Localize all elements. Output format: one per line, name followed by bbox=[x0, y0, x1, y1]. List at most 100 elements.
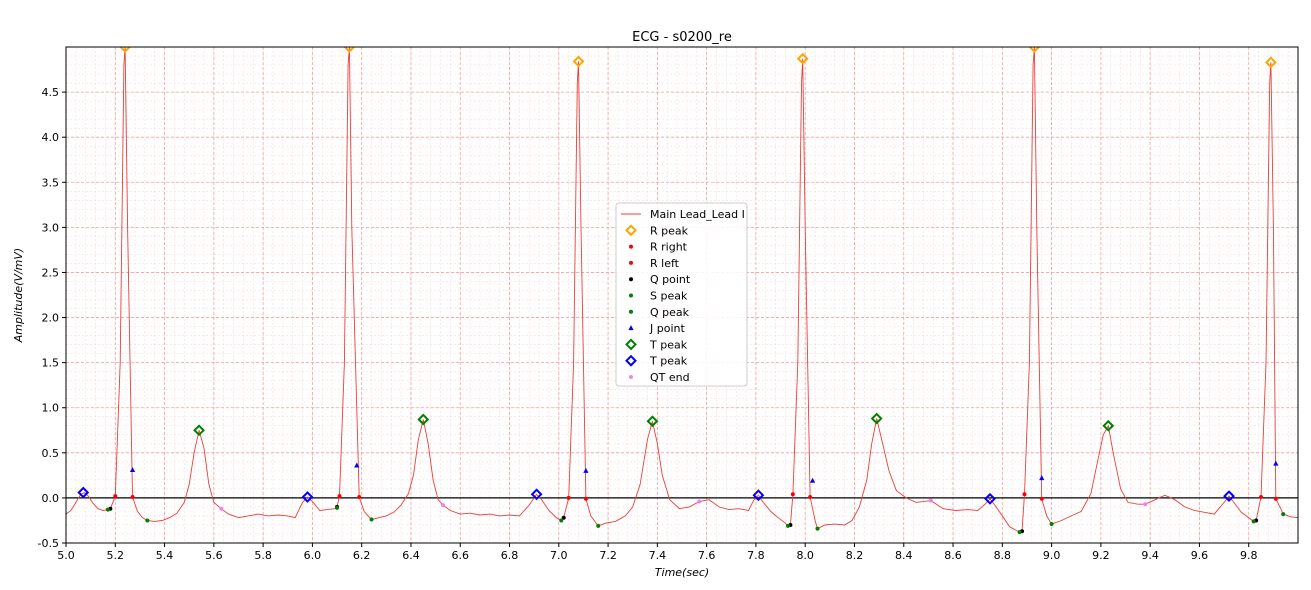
r-right-dot-marker bbox=[130, 495, 135, 500]
s-peak-dot-marker bbox=[1049, 522, 1054, 527]
legend-label: S peak bbox=[650, 290, 688, 303]
x-tick-label: 7.6 bbox=[698, 549, 716, 562]
y-tick-label: 1.0 bbox=[42, 402, 60, 415]
q-peak-dot-marker bbox=[335, 505, 340, 510]
x-tick-label: 6.4 bbox=[402, 549, 420, 562]
legend-diamond-swatch bbox=[625, 224, 637, 237]
s-peak-dot-marker bbox=[369, 517, 374, 522]
t-peak-diamond-marker bbox=[530, 488, 543, 501]
minor-grid bbox=[65, 46, 1299, 544]
x-tick-label: 7.4 bbox=[649, 549, 667, 562]
x-tick-label: 9.6 bbox=[1191, 549, 1209, 562]
q-peak-dot-marker bbox=[105, 507, 110, 512]
legend-label: J point bbox=[649, 322, 685, 335]
legend-label: R left bbox=[650, 257, 680, 270]
q-peak-dot-marker bbox=[1017, 530, 1022, 535]
legend-diamond-swatch bbox=[625, 354, 637, 367]
r-left-dot-marker bbox=[337, 494, 342, 499]
x-tick-label: 9.0 bbox=[1043, 549, 1061, 562]
x-tick-label: 9.2 bbox=[1092, 549, 1110, 562]
plot-frame bbox=[65, 46, 1299, 544]
q-peak-dot-marker bbox=[1251, 519, 1256, 524]
x-tick-label: 6.2 bbox=[353, 549, 371, 562]
r-left-dot-marker bbox=[1259, 495, 1264, 500]
x-tick-label: 8.0 bbox=[796, 549, 814, 562]
r-peak-diamond-marker bbox=[343, 47, 356, 53]
y-tick-label: 2.0 bbox=[42, 312, 60, 325]
legend-label: Main Lead_Lead I bbox=[650, 208, 745, 221]
chart-title: ECG - s0200_re bbox=[632, 30, 732, 45]
legend-label: T peak bbox=[649, 355, 688, 368]
j-point-triangle-marker bbox=[1039, 475, 1045, 481]
t-peak-diamond-marker bbox=[870, 412, 883, 425]
y-tick-label: 4.0 bbox=[42, 131, 60, 144]
legend-label: Q peak bbox=[650, 306, 690, 319]
r-left-dot-marker bbox=[1022, 492, 1027, 497]
y-tick-label: 1.5 bbox=[42, 357, 60, 370]
x-tick-label: 6.8 bbox=[501, 549, 519, 562]
t-peak-diamond-marker bbox=[1223, 490, 1235, 503]
t-peak-diamond-marker bbox=[193, 424, 205, 437]
r-right-dot-marker bbox=[357, 495, 362, 500]
legend-dot-swatch bbox=[629, 244, 633, 249]
y-tick-label: 3.0 bbox=[42, 221, 60, 234]
qt-end-star-marker bbox=[928, 498, 933, 503]
legend-label: QT end bbox=[650, 371, 690, 384]
legend-dot-swatch bbox=[629, 277, 633, 282]
r-peak-diamond-marker bbox=[119, 47, 132, 53]
r-right-dot-marker bbox=[1273, 496, 1278, 501]
x-tick-label: 5.4 bbox=[156, 549, 174, 562]
j-point-triangle-marker bbox=[354, 462, 360, 468]
legend-triangle-swatch bbox=[628, 325, 634, 331]
q-peak-dot-marker bbox=[785, 523, 790, 528]
j-point-triangle-marker bbox=[1273, 460, 1279, 466]
x-tick-label: 7.0 bbox=[550, 549, 568, 562]
j-point-triangle-marker bbox=[129, 466, 136, 472]
x-tick-label: 8.8 bbox=[994, 549, 1012, 562]
x-tick-label: 6.6 bbox=[451, 549, 469, 562]
qt-end-star-marker bbox=[697, 499, 702, 504]
t-peak-diamond-marker bbox=[984, 492, 996, 505]
legend-label: Q point bbox=[650, 273, 691, 286]
r-right-dot-marker bbox=[1039, 496, 1044, 501]
y-tick-label: -0.5 bbox=[38, 537, 59, 550]
legend-label: R right bbox=[650, 241, 688, 254]
q-point-dot-marker bbox=[561, 515, 566, 520]
r-peak-diamond-marker bbox=[796, 52, 809, 65]
r-right-dot-marker bbox=[583, 496, 588, 501]
y-tick-label: 4.5 bbox=[42, 86, 60, 99]
legend-dot-swatch bbox=[629, 309, 633, 314]
x-axis-label: Time(sec) bbox=[655, 566, 709, 579]
x-tick-label: 7.2 bbox=[599, 549, 617, 562]
x-tick-label: 8.4 bbox=[895, 549, 913, 562]
q-peak-dot-marker bbox=[559, 518, 564, 523]
qt-end-star-marker bbox=[440, 503, 445, 508]
t-peak-diamond-marker bbox=[301, 491, 314, 503]
y-axis-ticks: -0.5 0.0 0.5 1.0 1.5 2.0 2.5 3.0 3.5 4.0 4.5 bbox=[38, 86, 66, 550]
x-tick-label: 9.4 bbox=[1141, 549, 1159, 562]
s-peak-dot-marker bbox=[596, 523, 601, 528]
legend-dot-swatch bbox=[629, 293, 633, 298]
x-axis-ticks: 5.0 5.2 5.4 5.6 5.8 6.0 6.2 6.4 6.6 6.8 7.0 7.2 7.4 7… bbox=[57, 543, 1257, 562]
j-point-triangle-marker bbox=[583, 467, 589, 473]
x-tick-label: 8.6 bbox=[944, 549, 962, 562]
y-tick-label: 0.0 bbox=[42, 492, 60, 505]
y-tick-label: 0.5 bbox=[42, 447, 60, 460]
t-peak-diamond-marker bbox=[1102, 419, 1115, 432]
legend-label: T peak bbox=[649, 338, 688, 351]
r-left-dot-marker bbox=[790, 492, 795, 497]
j-point-triangle-marker bbox=[809, 477, 816, 483]
annotation-markers bbox=[77, 47, 1286, 535]
qt-end-star-marker bbox=[219, 506, 224, 511]
x-tick-label: 8.2 bbox=[846, 549, 864, 562]
x-tick-label: 5.8 bbox=[254, 549, 272, 562]
x-tick-label: 7.8 bbox=[747, 549, 765, 562]
y-tick-label: 3.5 bbox=[42, 176, 60, 189]
chart-legend: Main Lead_Lead I R peak R right R left Q poi… bbox=[615, 202, 748, 387]
r-peak-diamond-marker bbox=[572, 55, 585, 68]
r-left-dot-marker bbox=[113, 494, 118, 499]
t-peak-diamond-marker bbox=[752, 489, 765, 502]
t-peak-diamond-marker bbox=[646, 415, 659, 428]
legend-star-swatch bbox=[629, 375, 633, 379]
